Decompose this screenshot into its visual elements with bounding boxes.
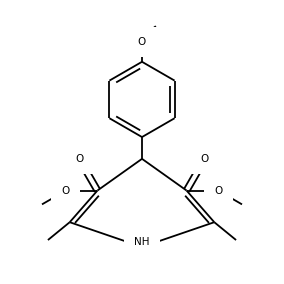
- Text: O: O: [76, 154, 84, 164]
- Text: O: O: [138, 37, 146, 47]
- Text: NH: NH: [134, 237, 150, 247]
- Text: O: O: [200, 154, 208, 164]
- Text: O: O: [62, 185, 70, 195]
- Text: O: O: [214, 185, 222, 195]
